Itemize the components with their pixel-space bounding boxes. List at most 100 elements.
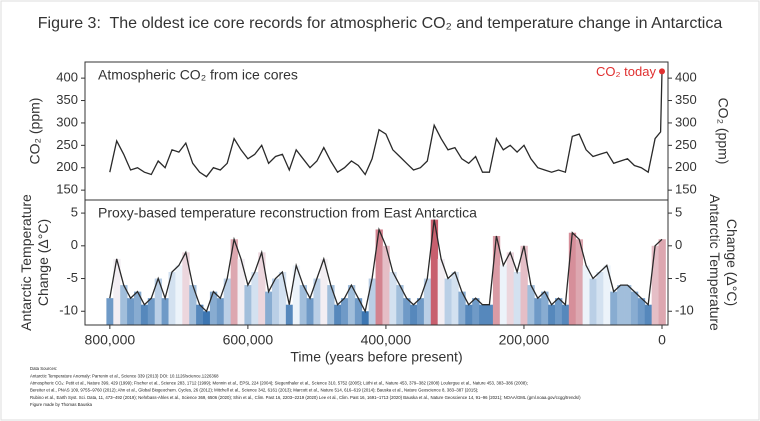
y-tick-label-right: -5 [675,270,687,285]
stripe [603,265,611,325]
y-tick-label: 0 [71,237,78,252]
stripe [147,298,156,325]
panel-frame [84,199,669,326]
x-tick-label: 0 [658,332,666,348]
data-line [109,219,663,314]
x-tick-label: 200,000 [499,332,550,348]
stripe [203,311,211,325]
today-marker [658,68,665,75]
y-tick-label-right: 0 [675,237,682,252]
stripe [375,229,383,325]
source-line: Rubino et al., Earth Syst. Sci. Data, 11… [30,395,581,400]
stripe [458,291,466,325]
stripe [216,298,225,325]
stripe [168,271,176,325]
x-tick-label: 400,000 [361,332,412,348]
source-line: Bereiter et al., PNAS 109, 9755–9760 (20… [30,388,478,393]
y-tick-label: 5 [71,205,78,220]
stripe [624,285,632,325]
annotation: CO₂ today [596,64,656,79]
source-line: Figure made by Thomas Bauska [30,402,93,407]
stripe [285,304,294,325]
stripe [196,304,204,325]
y-tick-label-right: 200 [675,159,697,174]
stripe [403,298,411,325]
stripe [527,285,535,325]
panel-label: Atmospheric CO₂ from ice cores [98,67,298,83]
data-line [109,71,663,178]
stripe [223,278,232,325]
stripe [278,271,287,325]
y-tick-label-right: 5 [675,205,682,220]
y-tick-label: 150 [56,182,78,197]
stripe [327,285,335,325]
stripe [113,258,121,325]
stripe [299,285,307,325]
stripe [389,271,397,325]
stripe [347,285,356,325]
stripe [534,298,542,325]
chart-title: Figure 3: The oldest ice core records fo… [38,15,723,32]
y-axis-label-right: CO₂ (ppm) [715,98,731,165]
source-line: Data Sources: [30,366,57,371]
stripe [479,304,487,325]
stripe [492,235,501,325]
stripe [258,252,266,325]
stripe [630,291,639,325]
stripe [265,291,273,325]
stripe [120,285,128,325]
stripe [368,278,376,325]
stripe [651,245,659,325]
stripe [416,298,425,325]
y-axis-label: Change (Δ°C) [35,219,51,306]
source-line: Atmospheric CO₂: Petit et al., Nature 39… [30,381,528,386]
stripe [361,311,370,325]
stripe [548,304,556,325]
y-axis-label-right: Antarctic Temperature [707,194,723,331]
stripe [423,278,432,325]
stripe [513,271,521,325]
stripe [451,271,459,325]
y-tick-label-right: -10 [675,303,694,318]
x-tick-label: 600,000 [223,332,274,348]
stripe [637,298,646,325]
y-tick-label: 300 [56,114,78,129]
stripe [154,278,163,325]
stripe [437,258,445,325]
stripe [320,258,328,325]
stripe [306,298,314,325]
stripe [127,298,135,325]
stripe [134,291,142,325]
y-tick-label-right: 150 [675,182,697,197]
stripe [272,278,280,325]
stripe [499,265,508,325]
y-tick-label-right: 350 [675,92,697,107]
y-tick-label: -5 [66,270,78,285]
stripe [189,285,197,325]
stripe [354,298,363,325]
y-tick-label: 350 [56,92,78,107]
stripe [396,285,404,325]
stripe [472,298,480,325]
y-tick-label: 400 [56,70,78,85]
panel-label: Proxy-based temperature reconstruction f… [98,205,477,221]
stripe [430,219,439,325]
stripe [582,265,590,325]
stripe [541,291,549,325]
stripe [575,239,584,325]
stripe [313,278,321,325]
x-axis-label: Time (years before present) [290,349,462,365]
y-axis-label: Antarctic Temperature [18,194,34,331]
stripe [596,271,604,325]
stripe [209,291,218,325]
y-tick-label: -10 [59,303,78,318]
stripe [251,271,259,325]
stripe [555,298,563,325]
stripe [444,278,452,325]
stripe [589,278,597,325]
y-tick-label-right: 400 [675,70,697,85]
stripe [292,265,301,325]
stripe [485,304,494,325]
